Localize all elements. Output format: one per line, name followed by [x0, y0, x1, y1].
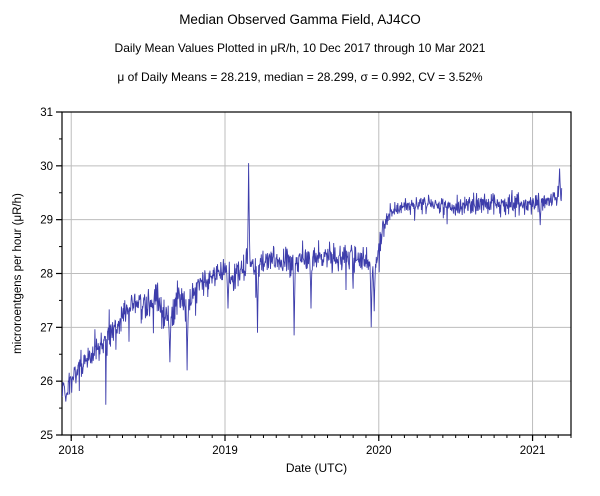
- y-tick-label: 29: [40, 215, 53, 227]
- x-tick-label: 2018: [58, 445, 84, 457]
- y-tick-label: 30: [40, 161, 53, 173]
- y-tick-label: 25: [40, 430, 53, 442]
- x-tick-label: 2020: [366, 445, 392, 457]
- chart-subtitle: Daily Mean Values Plotted in μR/h, 10 De…: [114, 41, 486, 55]
- x-tick-label: 2021: [520, 445, 546, 457]
- plot-border: [61, 111, 572, 436]
- chart-title: Median Observed Gamma Field, AJ4CO: [179, 12, 421, 27]
- y-tick-label: 31: [40, 107, 53, 119]
- x-tick-label: 2019: [212, 445, 238, 457]
- y-tick-label: 26: [40, 376, 53, 388]
- y-axis-label: microroentgens per hour (μR/h): [12, 193, 24, 354]
- y-tick-label: 28: [40, 269, 53, 281]
- x-axis-label: Date (UTC): [286, 461, 347, 475]
- chart-stats-line: μ of Daily Means = 28.219, median = 28.2…: [117, 70, 483, 84]
- y-tick-label: 27: [40, 322, 53, 334]
- data-series-line: [62, 163, 563, 405]
